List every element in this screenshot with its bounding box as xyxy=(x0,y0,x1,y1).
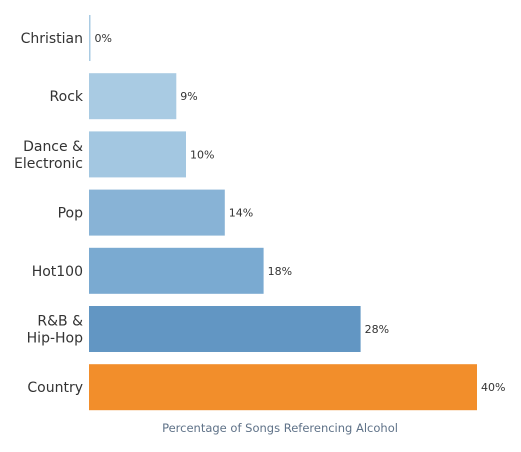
value-label-christian: 0% xyxy=(95,32,112,45)
value-label-pop: 14% xyxy=(229,207,253,220)
category-label-pop: Pop xyxy=(58,206,84,222)
bar-pop xyxy=(89,189,225,236)
value-label-dance-and-electronic: 10% xyxy=(190,148,214,161)
value-labels-group: 0% 9% 10% 14% 18% 28% 40% xyxy=(95,32,506,394)
x-axis-title: Percentage of Songs Referencing Alcohol xyxy=(162,421,398,435)
value-label-hot100: 18% xyxy=(268,265,292,278)
category-labels-group: Christian Rock Dance & Electronic Pop Hot100 R… xyxy=(14,31,84,396)
category-label-christian: Christian xyxy=(21,31,83,47)
category-label-rock: Rock xyxy=(50,89,84,105)
category-label-hot100: Hot100 xyxy=(32,264,83,280)
bar-country xyxy=(89,364,477,411)
bar-rock xyxy=(89,73,177,120)
category-label-dance-and-electronic: Dance & Electronic xyxy=(14,139,83,172)
bar-dance-and-electronic xyxy=(89,131,186,178)
bar-randb-and-hip-hop xyxy=(89,306,361,352)
category-label-randb-and-hip-hop: R&B & Hip-Hop xyxy=(27,314,83,347)
bar-hot100 xyxy=(89,247,264,294)
value-label-country: 40% xyxy=(481,381,505,394)
category-label-country: Country xyxy=(27,380,83,396)
bars-group xyxy=(89,15,477,411)
bar-christian xyxy=(89,15,91,61)
value-label-randb-and-hip-hop: 28% xyxy=(365,323,389,336)
value-label-rock: 9% xyxy=(180,90,197,103)
